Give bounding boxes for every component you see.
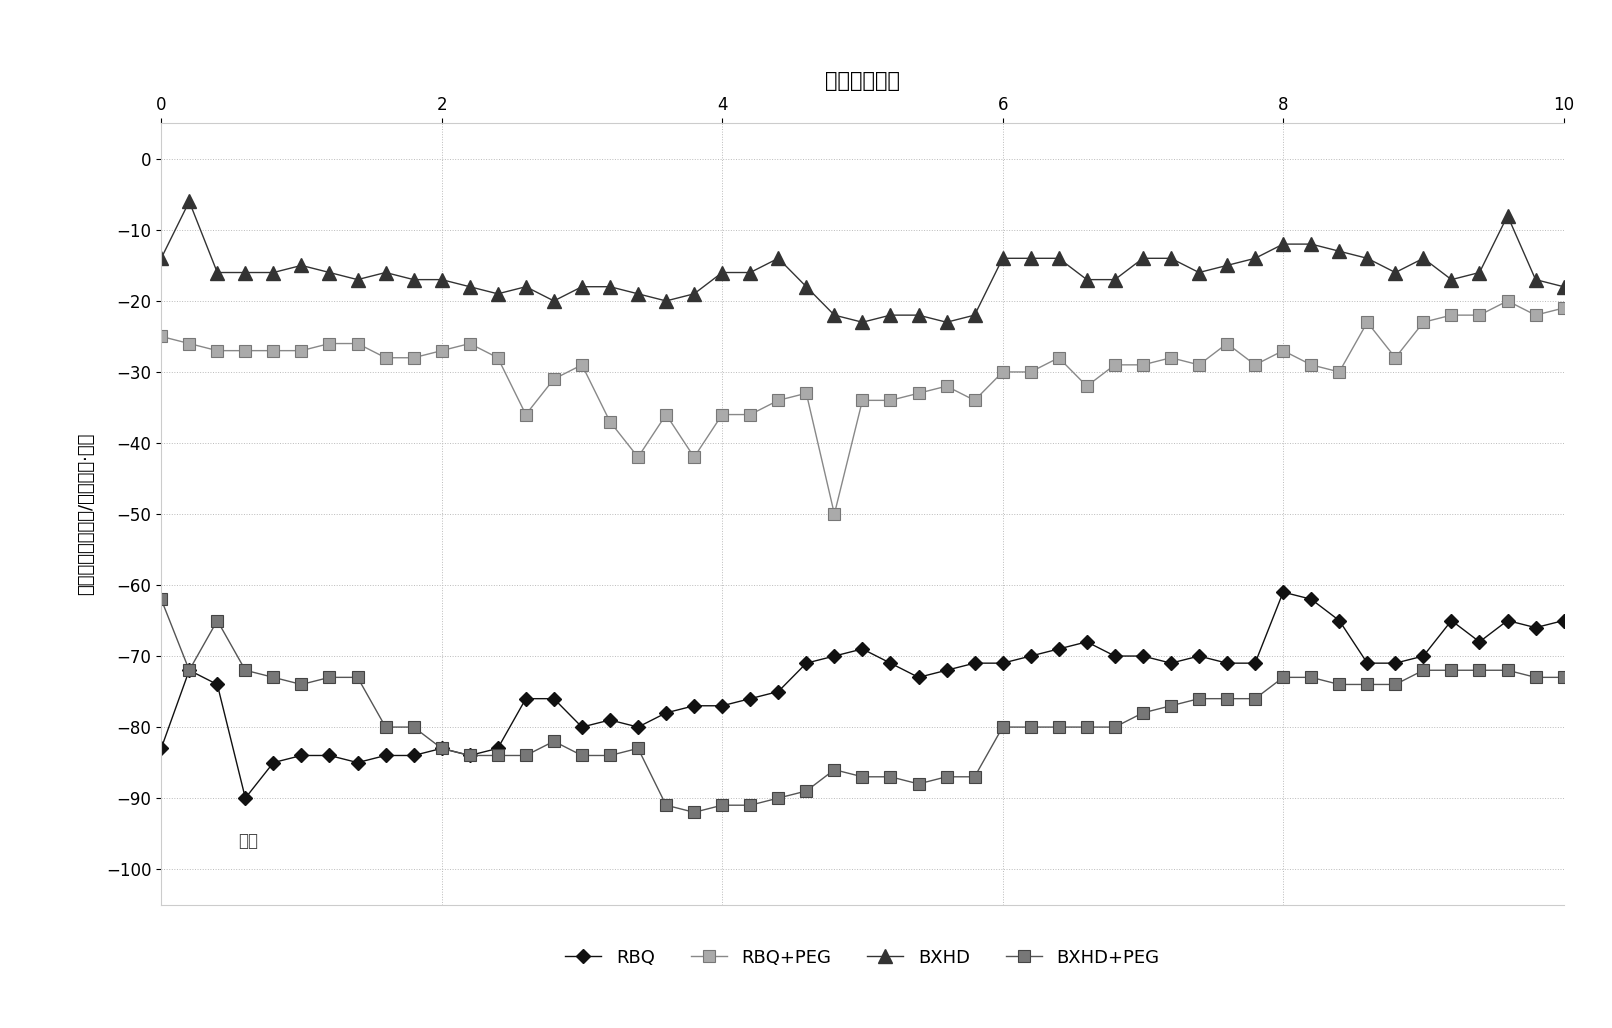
RBQ+PEG xyxy=(1190,359,1209,371)
RBQ xyxy=(1527,622,1546,634)
RBQ xyxy=(629,721,648,733)
RBQ+PEG xyxy=(152,330,171,342)
BXHD+PEG xyxy=(572,749,592,762)
RBQ xyxy=(235,792,255,804)
Y-axis label: 钾离子流（皮摩尔/平方厘米·秒）: 钾离子流（皮摩尔/平方厘米·秒） xyxy=(77,433,95,595)
RBQ+PEG xyxy=(1554,302,1573,315)
RBQ+PEG xyxy=(600,415,619,428)
RBQ+PEG xyxy=(1527,309,1546,322)
BXHD xyxy=(853,316,872,328)
BXHD xyxy=(1133,252,1153,264)
BXHD+PEG xyxy=(1106,721,1125,733)
Line: BXHD+PEG: BXHD+PEG xyxy=(155,593,1570,818)
Line: BXHD: BXHD xyxy=(155,194,1570,329)
BXHD xyxy=(1217,259,1236,271)
RBQ+PEG xyxy=(825,508,845,520)
RBQ+PEG xyxy=(1498,295,1517,307)
BXHD+PEG xyxy=(152,593,171,605)
BXHD+PEG xyxy=(1554,671,1573,684)
BXHD xyxy=(1554,281,1573,293)
Legend: RBQ, RBQ+PEG, BXHD, BXHD+PEG: RBQ, RBQ+PEG, BXHD, BXHD+PEG xyxy=(558,942,1167,974)
RBQ xyxy=(600,713,619,726)
Line: RBQ: RBQ xyxy=(156,587,1568,803)
BXHD+PEG xyxy=(459,749,479,762)
BXHD xyxy=(1527,273,1546,286)
BXHD+PEG xyxy=(1527,671,1546,684)
RBQ xyxy=(1273,586,1293,598)
RBQ xyxy=(1190,650,1209,662)
BXHD xyxy=(600,281,619,293)
Line: RBQ+PEG: RBQ+PEG xyxy=(156,295,1568,519)
RBQ xyxy=(488,742,508,755)
RBQ+PEG xyxy=(572,359,592,371)
X-axis label: 时间（分钟）: 时间（分钟） xyxy=(825,71,899,91)
BXHD+PEG xyxy=(1190,693,1209,705)
BXHD xyxy=(152,252,171,264)
RBQ+PEG xyxy=(1106,359,1125,371)
RBQ xyxy=(152,742,171,755)
BXHD xyxy=(488,288,508,300)
BXHD xyxy=(629,288,648,300)
Text: 内流: 内流 xyxy=(239,832,258,850)
RBQ+PEG xyxy=(459,337,479,350)
BXHD+PEG xyxy=(685,806,704,818)
BXHD xyxy=(179,195,198,208)
RBQ xyxy=(1106,650,1125,662)
BXHD+PEG xyxy=(600,749,619,762)
RBQ xyxy=(1554,615,1573,627)
